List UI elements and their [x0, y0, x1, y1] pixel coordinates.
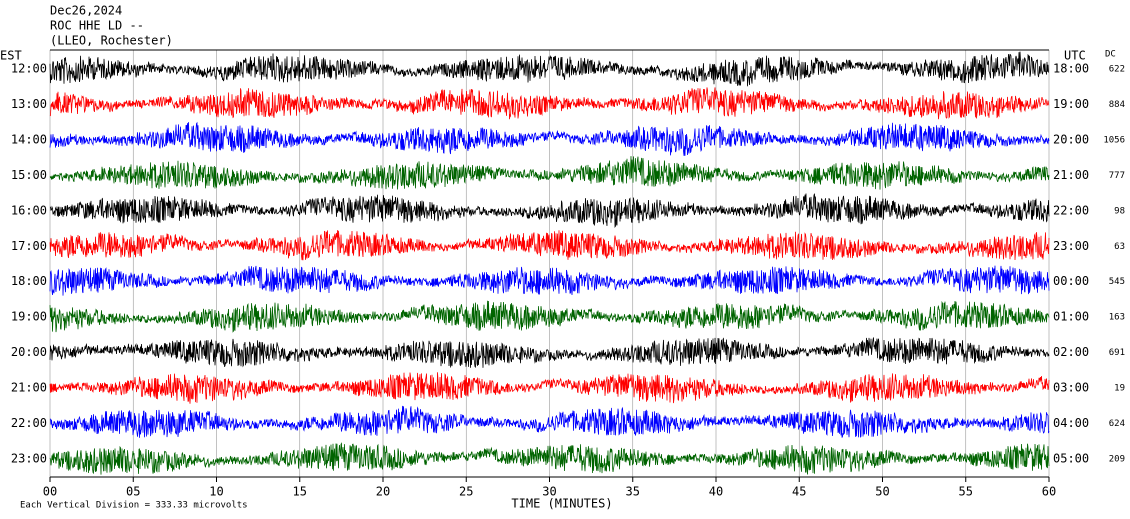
est-label: 16:00 — [11, 203, 47, 217]
est-label: 23:00 — [11, 451, 47, 465]
seismic-trace — [49, 265, 1050, 296]
seismic-trace — [49, 372, 1050, 404]
utc-label: 01:00 — [1053, 310, 1089, 324]
dc-value: 777 — [1109, 171, 1125, 181]
est-label: 17:00 — [11, 239, 47, 253]
est-label: 22:00 — [11, 416, 47, 430]
x-tick-label: 25 — [459, 485, 473, 499]
x-tick-label: 40 — [709, 485, 723, 499]
utc-label: 04:00 — [1053, 416, 1089, 430]
title-line: Dec26,2024 — [50, 4, 122, 18]
x-tick-label: 30 — [542, 485, 556, 499]
utc-label: 02:00 — [1053, 345, 1089, 359]
seismic-trace — [49, 442, 1050, 475]
x-tick-label: 05 — [126, 485, 140, 499]
seismic-trace — [49, 300, 1050, 333]
est-label: 21:00 — [11, 381, 47, 395]
left-axis-label: EST — [0, 49, 22, 63]
x-tick-label: 35 — [626, 485, 640, 499]
seismic-trace — [49, 156, 1050, 190]
x-tick-label: 45 — [792, 485, 806, 499]
dc-value: 884 — [1109, 100, 1125, 110]
x-tick-label: 20 — [376, 485, 390, 499]
dc-value: 624 — [1109, 419, 1125, 429]
dc-value: 209 — [1109, 454, 1125, 464]
dc-value: 163 — [1109, 313, 1125, 323]
footnote: Each Vertical Division = 333.33 microvol… — [20, 501, 248, 511]
utc-label: 21:00 — [1053, 168, 1089, 182]
x-tick-label: 55 — [959, 485, 973, 499]
dc-value: 691 — [1109, 348, 1125, 358]
dc-value: 98 — [1114, 206, 1125, 216]
est-label: 14:00 — [11, 132, 47, 146]
utc-label: 20:00 — [1053, 132, 1089, 146]
seismic-trace — [49, 230, 1050, 261]
dc-value: 19 — [1114, 384, 1125, 394]
x-tick-label: 10 — [209, 485, 223, 499]
utc-label: 05:00 — [1053, 451, 1089, 465]
utc-label: 00:00 — [1053, 274, 1089, 288]
est-label: 13:00 — [11, 97, 47, 111]
title-line: (LLEO, Rochester) — [50, 34, 173, 48]
seismic-trace — [49, 193, 1050, 229]
est-label: 12:00 — [11, 62, 47, 76]
seismic-trace — [49, 337, 1050, 369]
dc-value: 545 — [1109, 277, 1125, 287]
x-tick-label: 00 — [43, 485, 57, 499]
title-line: ROC HHE LD -- — [50, 19, 144, 33]
utc-label: 18:00 — [1053, 62, 1089, 76]
seismic-trace — [49, 405, 1050, 438]
seismic-trace — [49, 51, 1049, 87]
traces — [49, 51, 1050, 475]
utc-label: 19:00 — [1053, 97, 1089, 111]
right-axis-label: UTC — [1064, 49, 1086, 63]
est-label: 19:00 — [11, 310, 47, 324]
x-tick-label: 50 — [875, 485, 889, 499]
utc-label: 03:00 — [1053, 381, 1089, 395]
x-axis-label: TIME (MINUTES) — [511, 497, 612, 511]
dc-value: 63 — [1114, 242, 1125, 252]
utc-label: 23:00 — [1053, 239, 1089, 253]
utc-label: 22:00 — [1053, 203, 1089, 217]
seismic-trace — [49, 87, 1050, 120]
x-tick-label: 60 — [1042, 485, 1056, 499]
dc-value: 622 — [1109, 65, 1125, 75]
seismic-trace — [49, 121, 1050, 156]
dc-label: DC — [1105, 50, 1116, 60]
est-label: 18:00 — [11, 274, 47, 288]
est-label: 20:00 — [11, 345, 47, 359]
dc-value: 1056 — [1103, 135, 1125, 145]
est-label: 15:00 — [11, 168, 47, 182]
x-tick-label: 15 — [293, 485, 307, 499]
